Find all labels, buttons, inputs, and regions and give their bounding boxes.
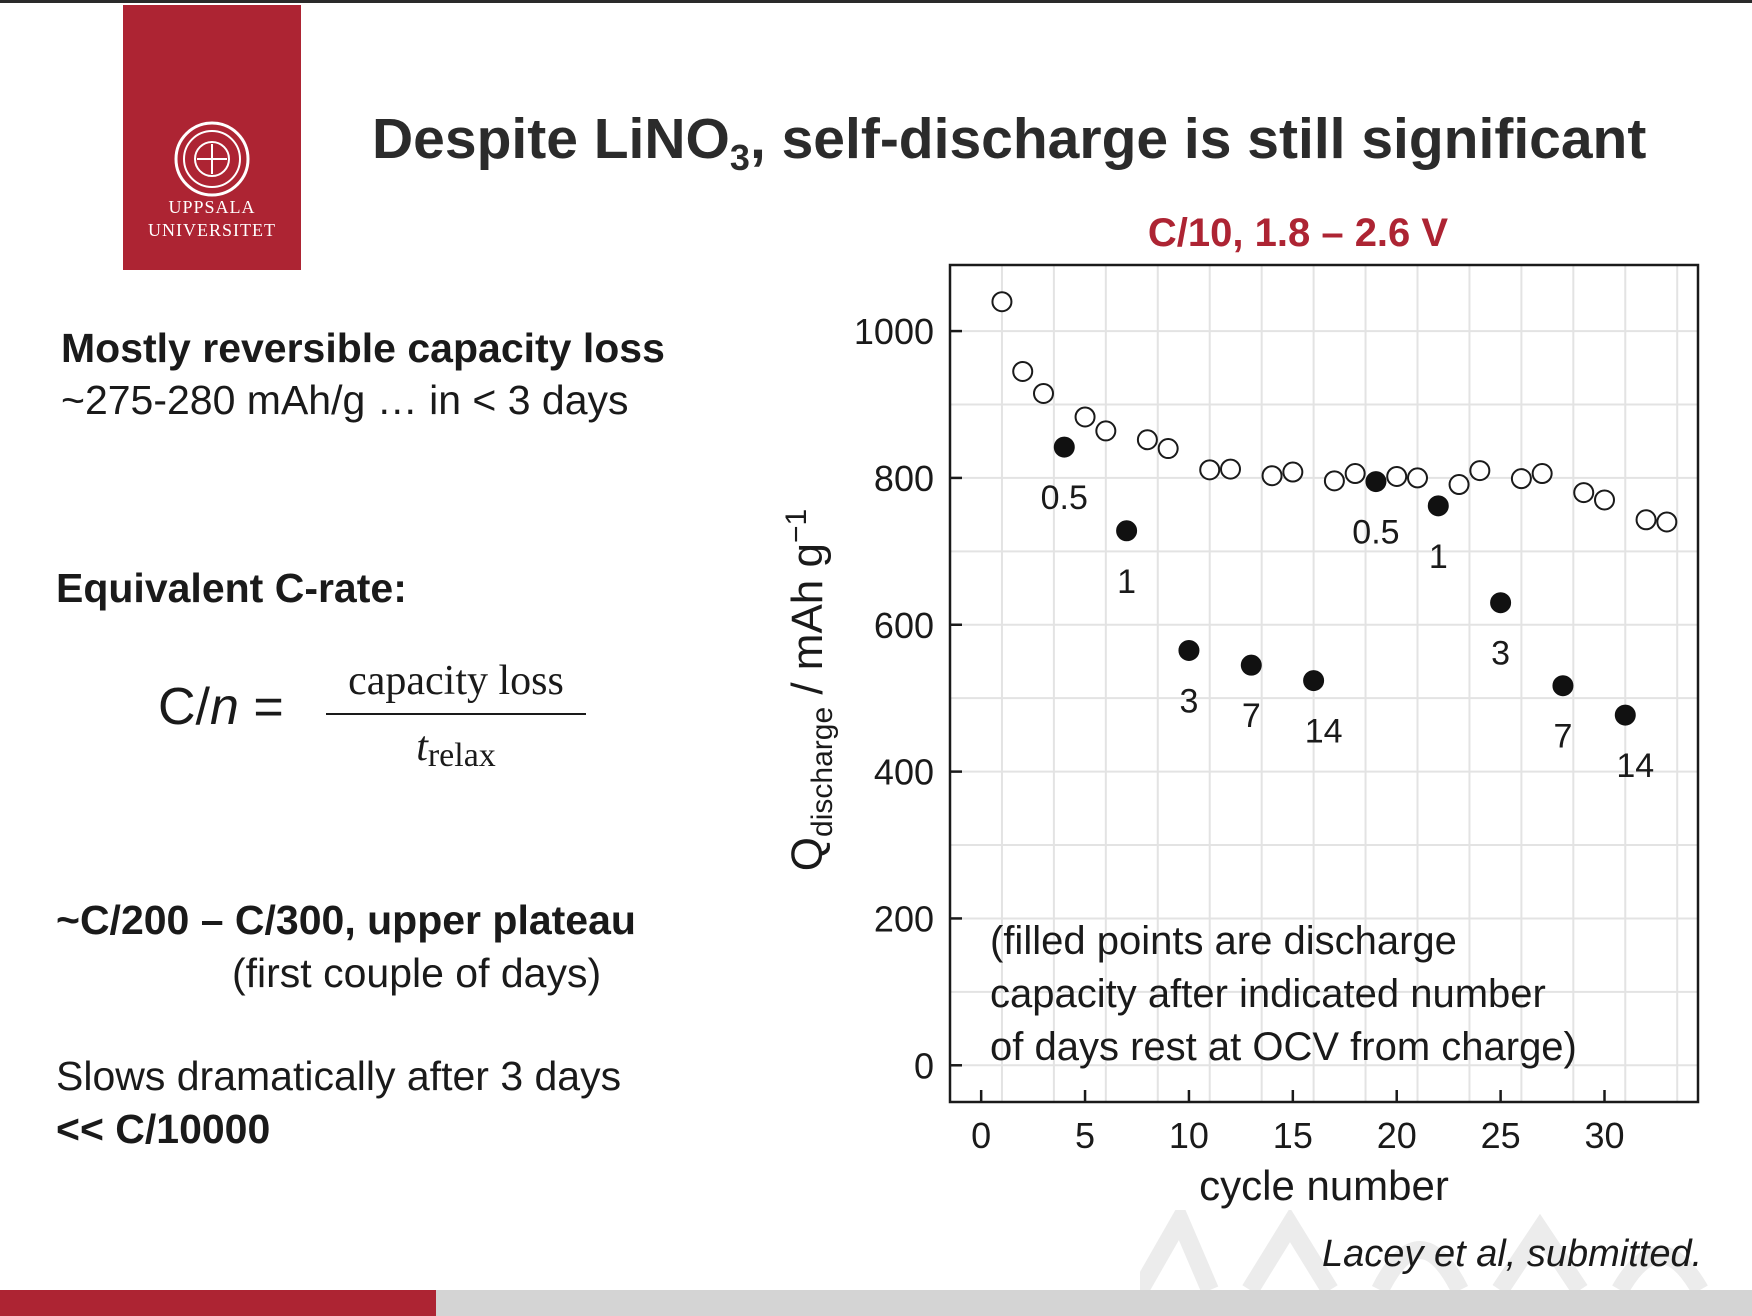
logo-line-1: UPPSALA [168,197,256,217]
top-rule [0,0,1752,3]
x-tick-label: 20 [1377,1115,1417,1156]
open-point [1656,511,1678,533]
y-axis-label-sub: discharge [806,707,839,837]
heading-capacity-loss: Mostly reversible capacity loss [61,325,665,371]
rest-days-label: 3 [1179,682,1198,720]
rest-days-label: 0.5 [1041,479,1088,517]
title-rest: , self-discharge is still significant [749,107,1647,171]
annotation-line: (filled points are discharge [990,919,1457,963]
y-tick-label: 0 [914,1045,934,1086]
y-tick-label: 1000 [854,311,934,352]
open-point [1323,470,1345,492]
x-tick-label: 30 [1584,1115,1624,1156]
slide-title: Despite LiNO3, self-discharge is still s… [372,106,1712,179]
heading-c10000: << C/10000 [56,1106,271,1152]
equation-denominator: trelax [326,723,586,775]
filled-point [1053,436,1075,458]
filled-point [1303,670,1325,692]
x-axis-label: cycle number [1199,1162,1449,1209]
open-point [1095,420,1117,442]
open-point [1573,482,1595,504]
open-point [1012,360,1034,382]
rest-days-label: 1 [1117,563,1136,601]
x-tick-label: 10 [1169,1115,1209,1156]
y-axis-label-sup: −1 [780,509,813,543]
open-point [1033,382,1054,404]
open-point [1199,459,1221,481]
open-point [1157,438,1179,460]
open-point [1448,474,1470,496]
open-point [1386,465,1408,487]
equation-relax: relax [427,737,496,774]
x-tick-label: 15 [1273,1115,1313,1156]
open-point [1510,468,1532,490]
y-axis-label-q: Q [783,837,832,871]
rest-days-label: 7 [1553,718,1572,756]
university-seal-icon [174,121,250,197]
annotation-line: capacity after indicated number [990,972,1546,1016]
title-main: Despite LiNO [372,107,730,171]
open-point [1594,489,1615,511]
annotation-line: of days rest at OCV from charge) [990,1025,1577,1069]
filled-point [1427,495,1449,517]
equation-n: n [210,678,239,736]
filled-point [1240,654,1262,676]
filled-point [1614,704,1636,726]
y-axis-label-units: / mAh g [783,543,832,707]
equation-lhs: C/n = [158,677,284,737]
open-point [991,291,1013,313]
filled-point [1178,639,1200,661]
uppsala-logo: UPPSALA UNIVERSITET [123,5,301,270]
logo-line-2: UNIVERSITET [148,220,276,240]
rest-days-label: 3 [1491,635,1510,673]
y-tick-label: 400 [874,752,934,793]
open-point [1282,461,1304,483]
filled-point [1365,471,1387,493]
heading-c-rate: Equivalent C-rate: [56,565,407,611]
filled-point [1490,592,1512,614]
footer-grey-bar [436,1290,1752,1316]
open-point [1074,406,1096,428]
text-capacity-loss: ~275-280 mAh/g … in < 3 days [61,377,629,423]
open-point [1407,467,1428,489]
open-point [1344,463,1366,485]
plot-frame [948,263,1700,1104]
equation-c: C/ [158,678,210,736]
fraction-bar [326,713,586,715]
equation-t: t [416,724,428,770]
title-subscript: 3 [729,137,750,178]
y-axis-label: Qdischarge / mAh g−1 [780,509,839,871]
open-point [1635,509,1657,531]
text-slows: Slows dramatically after 3 days [56,1053,622,1099]
open-point [1531,463,1553,485]
rest-days-label: 0.5 [1352,514,1399,552]
open-point [1220,458,1241,480]
y-tick-label: 800 [874,458,934,499]
citation: Lacey et al, submitted. [1322,1233,1703,1275]
equation-equals: = [253,678,284,736]
chart-title: C/10, 1.8 – 2.6 V [1148,211,1449,255]
x-tick-label: 5 [1075,1115,1095,1156]
footer-red-bar [0,1290,436,1316]
filled-point [1116,520,1138,542]
text-first-days: (first couple of days) [232,950,602,996]
open-point [1469,460,1491,482]
x-tick-label: 25 [1481,1115,1521,1156]
open-point [1261,465,1283,487]
rest-days-label: 14 [1305,713,1343,751]
filled-point [1552,675,1574,697]
c-rate-equation: C/n = capacity loss trelax [158,655,598,775]
x-tick-label: 0 [971,1115,991,1156]
open-point [1136,429,1158,451]
rest-days-label: 7 [1242,697,1261,735]
watermark-pattern [1140,1210,1708,1290]
rest-days-label: 1 [1429,538,1448,576]
y-tick-label: 200 [874,898,934,939]
equation-numerator: capacity loss [348,658,564,704]
y-tick-label: 600 [874,605,934,646]
heading-upper-plateau: ~C/200 – C/300, upper plateau [56,897,636,943]
rest-days-label: 14 [1616,747,1654,785]
